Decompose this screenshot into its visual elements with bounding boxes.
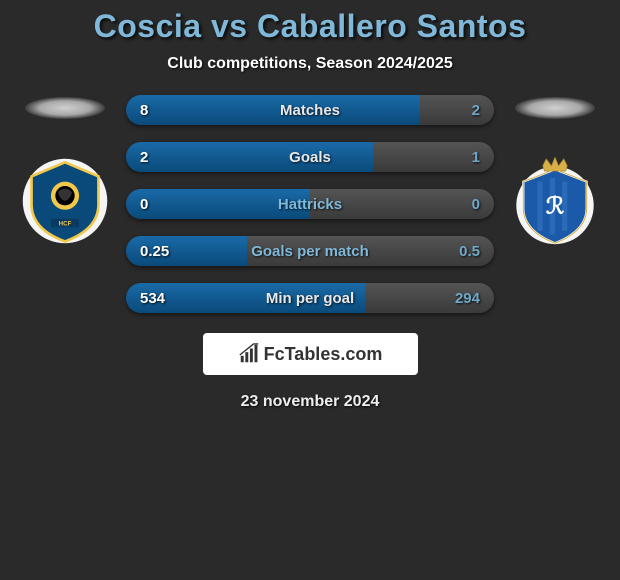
stat-bar: 00Hattricks <box>126 189 494 219</box>
widget-container: Coscia vs Caballero Santos Club competit… <box>0 0 620 580</box>
stat-bar: 534294Min per goal <box>126 283 494 313</box>
stat-label: Matches <box>126 95 494 125</box>
stat-bar: 0.250.5Goals per match <box>126 236 494 266</box>
subtitle: Club competitions, Season 2024/2025 <box>167 55 452 73</box>
left-column: HCF <box>10 95 120 245</box>
brand-label: FcTables.com <box>264 344 383 365</box>
brand-chart-icon <box>238 343 260 365</box>
main-area: HCF 82Matches 21Goals 00Hattricks 0.250.5Go… <box>0 95 620 313</box>
svg-text:ℛ: ℛ <box>546 193 565 218</box>
right-column: ℛ <box>500 95 610 245</box>
stat-label: Goals per match <box>126 236 494 266</box>
stat-bar: 82Matches <box>126 95 494 125</box>
player-shadow-right <box>515 97 595 119</box>
stat-label: Min per goal <box>126 283 494 313</box>
page-title: Coscia vs Caballero Santos <box>94 8 527 45</box>
player-shadow-left <box>25 97 105 119</box>
stats-column: 82Matches 21Goals 00Hattricks 0.250.5Goals … <box>120 95 500 313</box>
team-badge-left: HCF <box>21 157 109 245</box>
team-badge-right: ℛ <box>511 157 599 245</box>
stat-label: Goals <box>126 142 494 172</box>
stat-label: Hattricks <box>126 189 494 219</box>
date-label: 23 november 2024 <box>241 393 380 411</box>
stat-bar: 21Goals <box>126 142 494 172</box>
svg-text:HCF: HCF <box>59 221 72 228</box>
brand-box[interactable]: FcTables.com <box>203 333 418 375</box>
